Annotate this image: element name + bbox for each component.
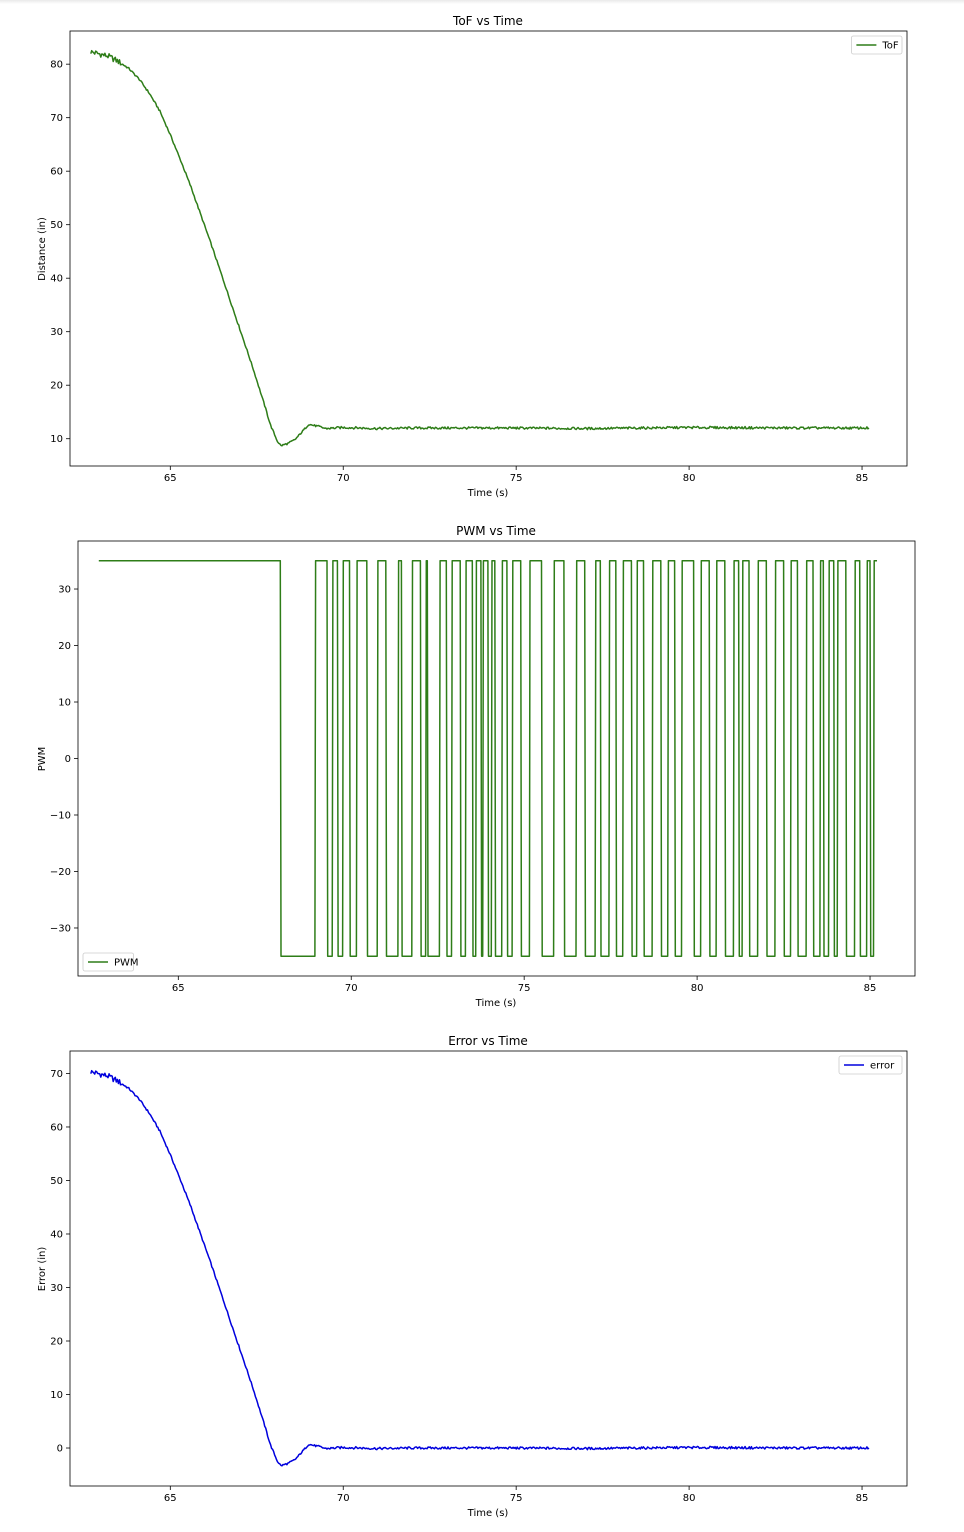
y-tick-label: 70 bbox=[50, 113, 63, 124]
x-tick-label: 70 bbox=[337, 1493, 350, 1504]
chart-tof: ToF vs Time Time (s) Distance (in) 65 70 7… bbox=[37, 14, 908, 499]
series-line-error bbox=[90, 1069, 870, 1467]
x-axis-label: Time (s) bbox=[475, 998, 517, 1009]
y-tick-label: 10 bbox=[58, 698, 71, 709]
x-tick-label: 65 bbox=[164, 473, 177, 484]
y-tick-label: 40 bbox=[50, 274, 63, 285]
y-tick-label: 50 bbox=[50, 220, 63, 231]
legend-box bbox=[82, 952, 134, 972]
y-tick-label: 80 bbox=[50, 60, 63, 71]
x-tick-label: 70 bbox=[337, 473, 350, 484]
y-axis-label: Error (in) bbox=[37, 1247, 48, 1292]
legend-box bbox=[851, 35, 903, 55]
axes-ticks: 65 70 75 80 85 0 10 20 30 40 50 60 70 bbox=[50, 1069, 868, 1504]
legend-box bbox=[838, 1055, 903, 1075]
legend: ToF bbox=[851, 35, 903, 55]
y-tick-label: 60 bbox=[50, 1122, 63, 1133]
x-tick-label: 75 bbox=[510, 1493, 523, 1504]
x-tick-label: 70 bbox=[345, 983, 358, 994]
y-tick-label: 0 bbox=[65, 754, 71, 765]
plot-area bbox=[69, 1050, 908, 1487]
x-tick-label: 75 bbox=[518, 983, 531, 994]
x-axis-label: Time (s) bbox=[467, 1508, 509, 1519]
y-tick-label: 10 bbox=[50, 434, 63, 445]
legend: PWM bbox=[82, 952, 139, 972]
axes-ticks: 65 70 75 80 85 −30 −20 −10 0 10 20 30 bbox=[50, 585, 877, 994]
y-axis-label: Distance (in) bbox=[37, 217, 48, 281]
y-tick-label: −10 bbox=[50, 810, 71, 821]
series-line-PWM bbox=[98, 560, 877, 957]
axes-frame bbox=[77, 540, 916, 977]
x-tick-label: 85 bbox=[864, 983, 877, 994]
y-tick-label: 10 bbox=[50, 1390, 63, 1401]
axes-ticks: 65 70 75 80 85 10 20 30 40 50 60 70 80 bbox=[50, 60, 868, 484]
y-tick-label: −30 bbox=[50, 923, 71, 934]
x-tick-label: 80 bbox=[683, 1493, 696, 1504]
chart-pwm: PWM vs Time Time (s) PWM 65 70 75 80 85 −30 −2… bbox=[37, 524, 916, 1009]
y-tick-label: 20 bbox=[50, 381, 63, 392]
x-tick-label: 85 bbox=[856, 473, 869, 484]
x-axis-label: Time (s) bbox=[467, 488, 509, 499]
x-tick-label: 80 bbox=[683, 473, 696, 484]
chart-title: ToF vs Time bbox=[452, 14, 523, 28]
y-tick-label: 30 bbox=[50, 327, 63, 338]
axes-frame bbox=[69, 30, 908, 467]
legend-label: error bbox=[870, 1061, 895, 1072]
legend-label: ToF bbox=[881, 41, 899, 52]
y-tick-label: 60 bbox=[50, 167, 63, 178]
chart-title: PWM vs Time bbox=[456, 524, 536, 538]
y-axis-label: PWM bbox=[37, 747, 48, 772]
y-tick-label: 30 bbox=[58, 585, 71, 596]
series-line-ToF bbox=[90, 49, 870, 447]
legend: error bbox=[838, 1055, 903, 1075]
y-tick-label: 50 bbox=[50, 1176, 63, 1187]
y-tick-label: 70 bbox=[50, 1069, 63, 1080]
plot-area bbox=[77, 540, 916, 977]
y-tick-label: 40 bbox=[50, 1229, 63, 1240]
y-tick-label: −20 bbox=[50, 867, 71, 878]
x-tick-label: 75 bbox=[510, 473, 523, 484]
y-tick-label: 30 bbox=[50, 1283, 63, 1294]
legend-label: PWM bbox=[114, 958, 139, 969]
x-tick-label: 65 bbox=[164, 1493, 177, 1504]
x-tick-label: 85 bbox=[856, 1493, 869, 1504]
y-tick-label: 20 bbox=[50, 1337, 63, 1348]
x-tick-label: 65 bbox=[172, 983, 185, 994]
chart-error: Error vs Time Time (s) Error (in) 65 70 75… bbox=[37, 1034, 908, 1519]
y-tick-label: 0 bbox=[57, 1444, 63, 1455]
window-top-shadow bbox=[0, 0, 964, 4]
plot-area bbox=[69, 30, 908, 467]
y-tick-label: 20 bbox=[58, 641, 71, 652]
axes-frame bbox=[69, 1050, 908, 1487]
x-tick-label: 80 bbox=[691, 983, 704, 994]
chart-title: Error vs Time bbox=[448, 1034, 528, 1048]
